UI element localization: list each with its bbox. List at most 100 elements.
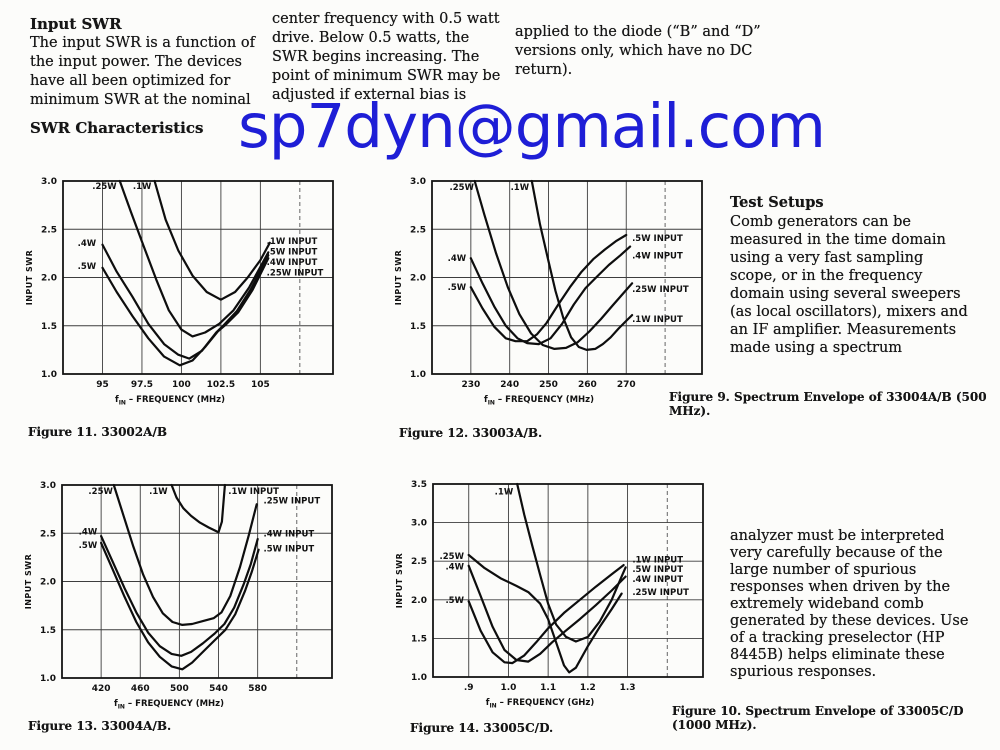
svg-text:.1W INPUT: .1W INPUT [267, 237, 318, 247]
svg-text:.4W INPUT: .4W INPUT [267, 258, 318, 268]
svg-text:580: 580 [248, 684, 267, 694]
svg-text:.25W: .25W [450, 183, 475, 193]
svg-text:250: 250 [539, 380, 558, 390]
svg-text:.4W: .4W [78, 239, 97, 249]
svg-text:2.0: 2.0 [411, 596, 427, 606]
svg-text:3.0: 3.0 [40, 481, 56, 491]
svg-text:fIN – FREQUENCY (MHz): fIN – FREQUENCY (MHz) [114, 699, 224, 711]
figure-9-caption: Figure 9. Spectrum Envelope of 33004A/B … [669, 390, 987, 418]
svg-text:100: 100 [172, 380, 191, 390]
column-2-paragraph: center frequency with 0.5 watt drive. Be… [272, 11, 501, 103]
chart-figure-11-33002: 95 97.5 100 102.5 105 1.0 1.5 2.0 2.5 3.0 .25W .1W.… [18, 172, 348, 412]
svg-text:1.3: 1.3 [620, 683, 636, 693]
svg-text:INPUT SWR: INPUT SWR [395, 553, 404, 609]
svg-text:97.5: 97.5 [131, 380, 153, 390]
svg-text:1.5: 1.5 [41, 322, 57, 332]
svg-text:2.5: 2.5 [411, 557, 427, 567]
svg-text:.25W: .25W [88, 487, 113, 497]
input-swr-paragraph: The input SWR is a function of the input… [30, 35, 255, 108]
figure-11-caption: Figure 11. 33002A/B [28, 425, 167, 439]
svg-text:.5W: .5W [445, 596, 464, 606]
svg-text:.4W INPUT: .4W INPUT [632, 575, 683, 585]
svg-text:fIN – FREQUENCY (MHz): fIN – FREQUENCY (MHz) [484, 395, 594, 407]
svg-text:3.0: 3.0 [410, 177, 426, 187]
svg-text:240: 240 [500, 380, 519, 390]
svg-text:3.0: 3.0 [41, 177, 57, 187]
svg-text:.4W: .4W [445, 563, 464, 573]
figure-10-caption: Figure 10. Spectrum Envelope of 33005C/D… [672, 704, 964, 732]
svg-text:fIN – FREQUENCY (GHz): fIN – FREQUENCY (GHz) [486, 698, 595, 710]
chart-figure-12-33003: 230 240 250 260 270 1.0 1.5 2.0 2.5 3.0 .25W .1W .4W… [387, 172, 717, 412]
svg-text:1.0: 1.0 [411, 673, 427, 683]
svg-text:95: 95 [96, 380, 109, 390]
input-swr-heading: Input SWR [30, 15, 122, 33]
svg-text:2.5: 2.5 [40, 529, 56, 539]
svg-text:.1W: .1W [133, 182, 152, 192]
test-setups-paragraph: Comb generators can be measured in the t… [730, 214, 968, 356]
svg-text:1.0: 1.0 [41, 370, 57, 380]
svg-text:2.5: 2.5 [410, 225, 426, 235]
svg-text:fIN – FREQUENCY (MHz): fIN – FREQUENCY (MHz) [115, 395, 225, 407]
svg-text:2.0: 2.0 [41, 274, 57, 284]
svg-text:2.0: 2.0 [410, 274, 426, 284]
svg-text:.25W: .25W [440, 552, 465, 562]
svg-text:.1W INPUT: .1W INPUT [228, 487, 279, 497]
svg-text:1.5: 1.5 [410, 322, 426, 332]
chart-figure-14-33005: .9 1.0 1.1 1.2 1.3 1.0 1.5 2.0 2.5 3.0 3.5 .1W .25W.… [388, 475, 718, 715]
svg-text:105: 105 [251, 380, 270, 390]
svg-text:.1W INPUT: .1W INPUT [632, 315, 683, 325]
svg-text:.1W INPUT: .1W INPUT [632, 556, 683, 566]
svg-text:.5W INPUT: .5W INPUT [632, 234, 683, 244]
svg-text:.5W INPUT: .5W INPUT [264, 545, 315, 555]
swr-chart-svg: 95 97.5 100 102.5 105 1.0 1.5 2.0 2.5 3.0 .25W .1W.… [25, 177, 334, 407]
swr-characteristics-heading: SWR Characteristics [30, 119, 204, 137]
svg-text:500: 500 [170, 684, 189, 694]
svg-text:.1W: .1W [149, 487, 168, 497]
svg-text:.4W: .4W [448, 254, 467, 264]
column-3-paragraph: applied to the diode (“B” and “D” versio… [515, 24, 761, 78]
figure-14-caption: Figure 14. 33005C/D. [410, 721, 554, 735]
svg-text:.5W: .5W [79, 541, 98, 551]
svg-text:1.0: 1.0 [40, 674, 56, 684]
analyzer-note-paragraph: analyzer must be interpreted very carefu… [730, 528, 969, 680]
svg-text:420: 420 [92, 684, 111, 694]
svg-text:102.5: 102.5 [207, 380, 235, 390]
svg-text:.9: .9 [464, 683, 474, 693]
svg-text:1.1: 1.1 [540, 683, 556, 693]
chart-figure-13-33004: 420 460 500 540 580 1.0 1.5 2.0 2.5 3.0 .25W .1W .4W… [17, 476, 347, 716]
svg-text:540: 540 [209, 684, 228, 694]
svg-text:INPUT SWR: INPUT SWR [25, 250, 34, 306]
svg-text:230: 230 [461, 380, 480, 390]
swr-chart-svg: 230 240 250 260 270 1.0 1.5 2.0 2.5 3.0 .25W .1W .4W… [394, 177, 703, 407]
svg-text:.5W: .5W [78, 262, 97, 272]
swr-chart-svg: 420 460 500 540 580 1.0 1.5 2.0 2.5 3.0 .25W .1W .4W… [24, 481, 333, 711]
svg-text:270: 270 [617, 380, 636, 390]
svg-text:.25W INPUT: .25W INPUT [632, 588, 689, 598]
svg-text:.4W: .4W [79, 527, 98, 537]
svg-text:.25W INPUT: .25W INPUT [267, 269, 324, 279]
svg-text:.25W: .25W [92, 182, 117, 192]
svg-text:3.0: 3.0 [411, 519, 427, 529]
svg-text:.5W INPUT: .5W INPUT [267, 247, 318, 257]
svg-text:1.5: 1.5 [411, 634, 427, 644]
svg-text:1.2: 1.2 [580, 683, 596, 693]
svg-text:.5W INPUT: .5W INPUT [632, 565, 683, 575]
svg-text:1.5: 1.5 [40, 626, 56, 636]
email-watermark: sp7dyn@gmail.com [238, 91, 826, 162]
svg-text:2.0: 2.0 [40, 578, 56, 588]
swr-chart-svg: .9 1.0 1.1 1.2 1.3 1.0 1.5 2.0 2.5 3.0 3.5 .1W .25W.… [395, 480, 704, 710]
svg-text:.25W INPUT: .25W INPUT [264, 496, 321, 506]
svg-text:.4W INPUT: .4W INPUT [264, 529, 315, 539]
figure-13-caption: Figure 13. 33004A/B. [28, 719, 172, 733]
figure-12-caption: Figure 12. 33003A/B. [399, 426, 543, 440]
svg-text:INPUT SWR: INPUT SWR [24, 554, 33, 610]
svg-text:INPUT SWR: INPUT SWR [394, 250, 403, 306]
svg-text:260: 260 [578, 380, 597, 390]
test-setups-heading: Test Setups [730, 194, 824, 211]
svg-text:3.5: 3.5 [411, 480, 427, 490]
svg-text:.1W: .1W [495, 488, 514, 498]
svg-text:.25W INPUT: .25W INPUT [632, 285, 689, 295]
svg-text:.4W INPUT: .4W INPUT [632, 251, 683, 261]
svg-text:1.0: 1.0 [500, 683, 516, 693]
svg-text:.5W: .5W [448, 283, 467, 293]
